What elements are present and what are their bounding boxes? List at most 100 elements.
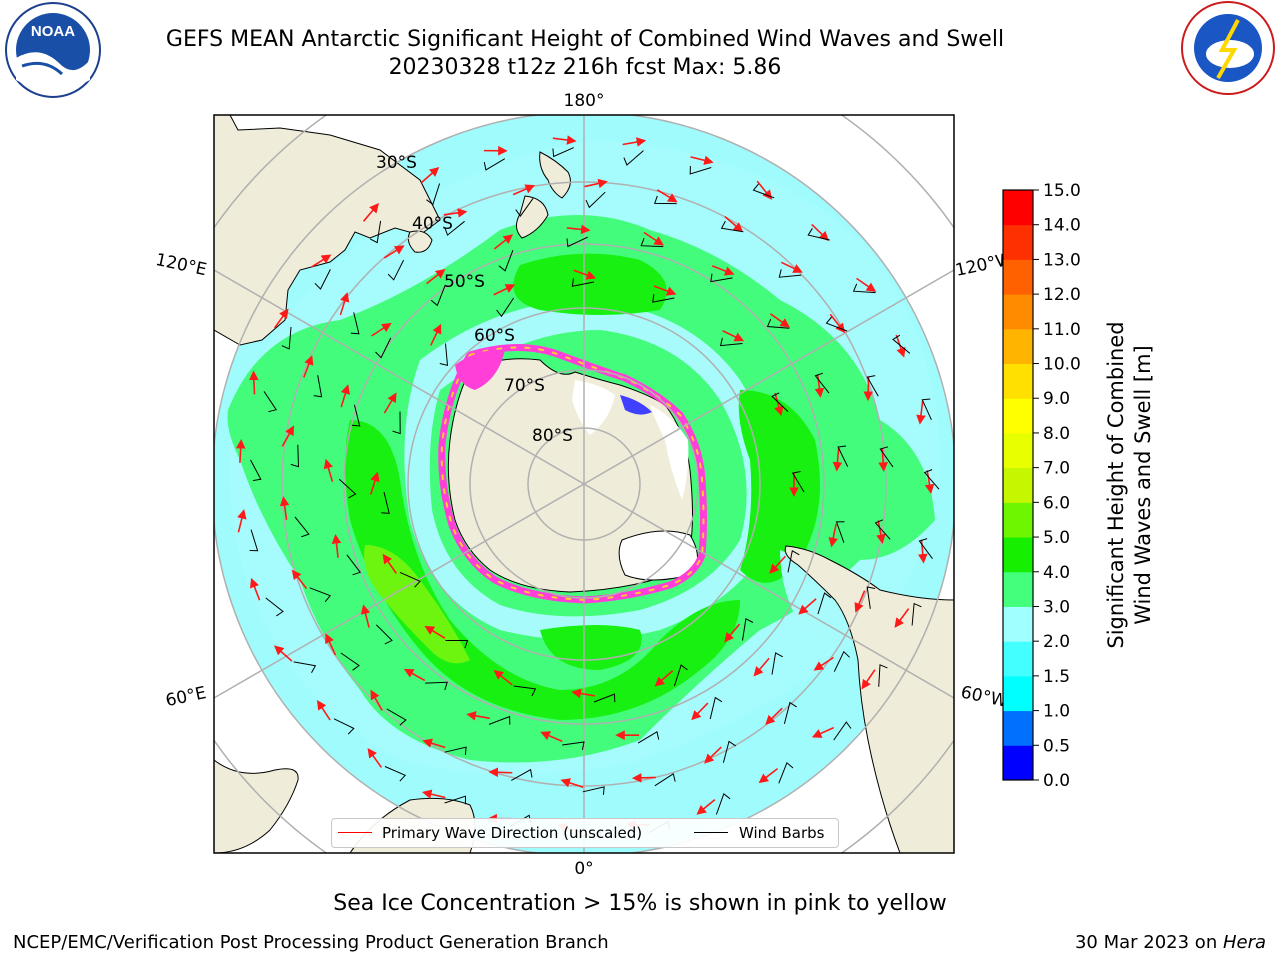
wave-direction-arrow — [360, 604, 371, 628]
wind-barb — [911, 602, 922, 626]
wind-barb — [837, 445, 849, 467]
wind-barb — [640, 238, 664, 248]
wind-barb — [825, 316, 848, 332]
wave-direction-arrow — [566, 224, 591, 235]
wind-barb — [778, 269, 802, 278]
wind-barb — [340, 652, 360, 671]
wind-barb — [566, 236, 589, 248]
wave-direction-arrow — [339, 292, 350, 316]
wave-direction-arrow — [780, 261, 803, 273]
wind-barb — [444, 746, 467, 756]
colorbar-tick-label: 13.0 — [1043, 250, 1081, 270]
wind-barb — [263, 391, 278, 413]
wave-direction-arrow — [325, 633, 337, 656]
colorbar-segment — [1003, 190, 1033, 226]
legend-barb-swatch — [694, 832, 728, 833]
wave-direction-arrow — [856, 277, 877, 292]
wave-direction-arrow — [584, 178, 608, 189]
colorbar-tick-label: 5.0 — [1043, 528, 1070, 548]
wave-direction-arrow — [273, 308, 289, 329]
wave-direction-arrow — [273, 645, 293, 662]
wind-barb — [710, 273, 733, 283]
wave-direction-arrow — [362, 203, 379, 222]
lon-label-60w: 60°W — [959, 682, 1009, 711]
wind-barb — [444, 795, 467, 805]
wave-direction-arrow — [369, 471, 380, 495]
nws-logo-icon — [1181, 1, 1275, 95]
wave-direction-arrow — [753, 657, 770, 677]
wind-barb — [833, 721, 852, 741]
wind-barb — [722, 740, 736, 763]
wave-direction-arrow — [711, 265, 735, 276]
wind-barb — [852, 283, 876, 294]
wind-barb — [313, 375, 323, 398]
wind-barb — [444, 220, 465, 236]
wind-barb — [562, 741, 585, 750]
colorbar-tick-label: 0.5 — [1043, 736, 1070, 756]
legend-barb-label: Wind Barbs — [739, 824, 825, 842]
footer-date-text: 30 Mar 2023 on — [1074, 932, 1223, 953]
wave-direction-arrow — [876, 520, 886, 544]
wind-barb — [333, 718, 355, 735]
wave-direction-arrow — [774, 392, 784, 417]
wind-barb — [445, 640, 469, 649]
wave-direction-arrow — [512, 184, 536, 196]
wind-barb — [866, 586, 876, 609]
legend-wave-swatch — [338, 832, 372, 833]
wind-barb — [515, 197, 534, 217]
wind-barb — [350, 312, 360, 335]
colorbar-tick-label: 7.0 — [1043, 459, 1070, 479]
wave-direction-arrow — [696, 798, 716, 815]
wind-barb — [293, 661, 317, 673]
sea-ice-caption: Sea Ice Concentration > 15% is shown in … — [333, 891, 947, 916]
colorbar-tick-label: 12.0 — [1043, 285, 1081, 305]
wind-barb — [582, 786, 605, 795]
wind-barb — [571, 278, 595, 287]
wave-direction-arrow — [466, 711, 490, 721]
wave-direction-arrow — [323, 458, 334, 482]
lon-label-60e: 60°E — [164, 683, 208, 711]
wind-barb — [892, 334, 911, 354]
wind-barb — [496, 297, 515, 318]
lat-label-30s: 30°S — [376, 153, 417, 173]
wave-direction-arrow — [488, 767, 513, 778]
wave-direction-arrow — [383, 245, 405, 259]
wave-direction-arrow — [724, 216, 744, 233]
wind-barb — [281, 326, 292, 350]
footer-host: Hera — [1222, 932, 1266, 953]
wave-direction-arrow — [814, 374, 825, 398]
footer-credit: NCEP/EMC/Verification Post Processing Pr… — [13, 932, 609, 953]
wind-barb — [654, 772, 676, 787]
wave-direction-arrow — [622, 137, 647, 147]
wave-direction-arrow — [832, 447, 843, 472]
wind-barb — [866, 375, 879, 397]
wave-direction-arrow — [279, 496, 290, 520]
wave-direction-arrow — [861, 669, 876, 690]
wind-barb — [715, 792, 731, 815]
wind-barb — [742, 618, 754, 641]
wave-direction-arrow — [798, 598, 817, 615]
wave-direction-arrow — [237, 509, 247, 533]
colorbar-tick-label: 15.0 — [1043, 181, 1081, 201]
colorbar-tick-label: 1.0 — [1043, 702, 1070, 722]
noaa-logo-text: NOAA — [31, 23, 75, 40]
wind-barb — [294, 516, 310, 538]
wind-barb — [791, 471, 805, 493]
wind-barb — [375, 337, 392, 359]
wave-direction-arrow — [331, 533, 342, 558]
wind-barb — [425, 681, 448, 691]
wind-barb — [384, 766, 407, 782]
wind-barb — [673, 664, 688, 687]
wind-barb — [552, 147, 575, 158]
colorbar-label-line2: Wind Waves and Swell [m] — [1131, 345, 1155, 625]
colorbar: 0.0 0.5 1.0 1.5 2.0 3.0 4.0 5.0 6.0 7.0 8.0 9.0 10.0… — [1002, 181, 1081, 791]
noaa-logo-icon: NOAA — [5, 2, 101, 98]
wave-direction-arrow — [281, 425, 295, 447]
wave-direction-arrow — [571, 688, 595, 699]
lon-label-120e: 120°E — [154, 250, 209, 280]
wave-direction-arrow — [430, 323, 442, 346]
wind-barb — [921, 398, 932, 421]
wind-barb — [593, 693, 616, 703]
wave-direction-arrow — [924, 470, 935, 494]
